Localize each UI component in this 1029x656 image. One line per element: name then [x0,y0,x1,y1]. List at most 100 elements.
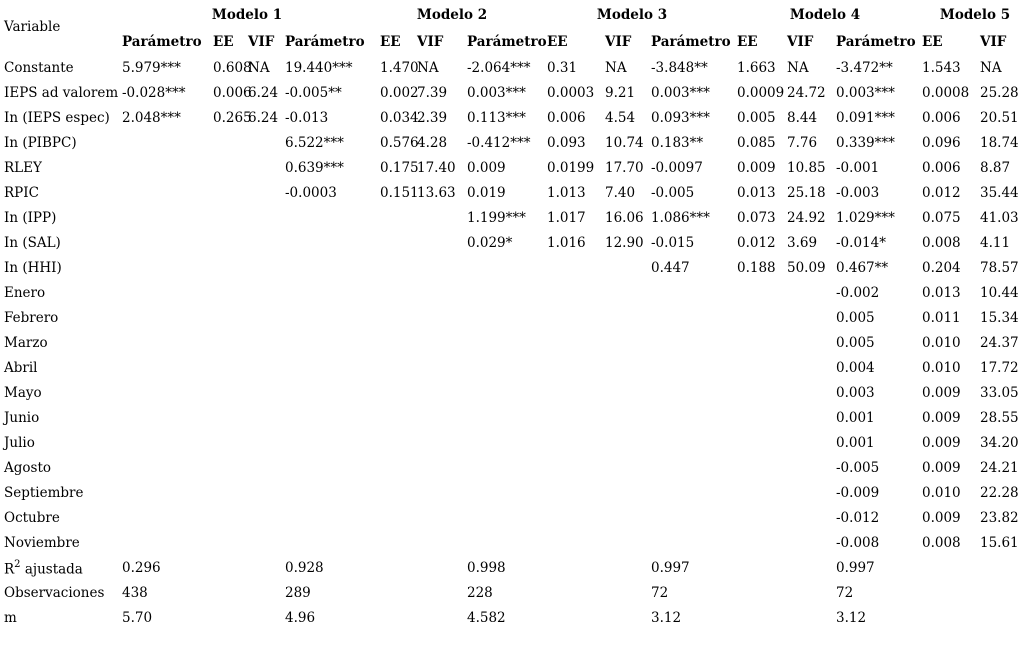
model-5-param-cell: 0.001 [836,409,875,426]
model-1-ee-cell [209,506,244,531]
model-4-ee-cell: 0.012 [737,234,776,251]
model-4-ee-cell [733,531,783,556]
model-4-vif-cell [783,306,832,331]
model-2-ee-cell [376,331,413,356]
model-1-vif-cell [244,531,281,556]
summary-row: m 5.70 4.96 4.582 3.12 3.12 [0,606,1029,631]
model-4-vif-cell [783,406,832,431]
model-4-param-cell: 1.086*** [651,209,710,226]
model-3-vif-cell [601,281,647,306]
model-2-vif-cell [413,331,463,356]
model-4-param-cell [647,381,733,406]
model-5-vif-cell: 15.61 [980,534,1019,551]
model-2-ee-header: EE [380,34,401,51]
model-4-ee-cell [733,356,783,381]
model-4-vif-header: VIF [787,34,814,51]
model-2-param-cell [281,431,376,456]
model-5-param-cell: 0.005 [836,309,875,326]
variable-cell: In (SAL) [4,234,61,251]
model-3-vif-cell [601,506,647,531]
model-3-vif-cell [601,431,647,456]
model-4-param-cell [647,431,733,456]
variable-cell: In (HHI) [4,259,62,276]
variable-cell: Noviembre [4,534,80,551]
model-1-ee-cell [209,131,244,156]
model-5-ee-cell: 0.008 [922,534,961,551]
model-2-vif-cell [413,356,463,381]
model-4-param-cell: 0.003*** [651,84,710,101]
model-2-summary-value: 0.928 [285,559,324,576]
model-1-ee-cell [209,281,244,306]
model-2-param-cell: 19.440*** [285,59,353,76]
model-5-param-cell: -0.014* [836,234,886,251]
model-4-ee-cell [733,456,783,481]
model-2-ee-cell [376,231,413,256]
variable-cell: Octubre [4,509,60,526]
table-row: Marzo 0.005 0.010 24.37 [0,331,1029,356]
model-5-param-cell: -0.012 [836,509,880,526]
model-5-param-cell: 0.003*** [836,84,895,101]
model-5-ee-cell: 0.096 [922,134,961,151]
model-1-param-cell [118,406,209,431]
model-4-param-cell [647,281,733,306]
model-1-vif-cell [244,356,281,381]
model-2-param-cell [281,456,376,481]
model-3-ee-cell: 0.0003 [547,84,595,101]
model-2-ee-cell: 0.576 [380,134,419,151]
model-5-param-cell: 0.001 [836,434,875,451]
model-2-vif-header: VIF [417,34,444,51]
table-row: RPIC -0.0003 0.151 13.63 0.019 1.013 7.40 -0.00… [0,181,1029,206]
model-titles-row: Modelo 1 Modelo 2 Modelo 3 Modelo 4 Modelo 5 [0,0,1029,30]
model-4-param-cell: 0.447 [651,259,690,276]
model-4-param-cell [647,456,733,481]
model-4-vif-cell [783,506,832,531]
model-3-ee-cell [543,256,601,281]
model-2-vif-cell [413,531,463,556]
model-4-param-cell [647,506,733,531]
model-5-param-cell: -0.003 [836,184,880,201]
model-4-ee-cell [733,331,783,356]
model-1-ee-cell: 0.608 [213,59,252,76]
model-5-ee-cell: 0.010 [922,484,961,501]
model-5-param-cell: -0.002 [836,284,880,301]
model-2-vif-cell [413,281,463,306]
model-1-ee-cell [209,531,244,556]
model-1-ee-cell [209,356,244,381]
model-4-ee-cell: 0.009 [737,159,776,176]
model-5-ee-cell: 0.011 [922,309,961,326]
model-2-param-cell: 0.639*** [285,159,344,176]
model-4-ee-cell: 0.073 [737,209,776,226]
model-1-vif-cell [244,381,281,406]
model-1-vif-cell [244,231,281,256]
model-1-param-cell [118,481,209,506]
model-3-vif-cell [601,381,647,406]
summary-label-cell: Observaciones [4,584,105,601]
model-3-param-cell [463,331,543,356]
model-1-vif-cell [244,431,281,456]
model-2-parameter-header: Parámetro [285,34,365,51]
model-3-ee-cell [543,431,601,456]
model-1-ee-cell [209,231,244,256]
model-4-vif-cell: 3.69 [787,234,818,251]
model-3-param-cell: -0.412*** [467,134,531,151]
model-1-parameter-header: Parámetro [122,34,202,51]
model-2-ee-cell [376,381,413,406]
summary-row: R2 ajustada 0.296 0.928 0.998 0.997 0.997 [0,556,1029,581]
model-3-ee-cell [543,506,601,531]
model-2-vif-cell: 7.39 [417,84,448,101]
model-2-param-cell [281,506,376,531]
model-5-param-cell: 0.467** [836,259,889,276]
model-4-vif-cell: 25.18 [787,184,826,201]
model-5-vif-cell: 8.87 [980,159,1011,176]
model-1-vif-cell [244,331,281,356]
model-2-ee-cell [376,431,413,456]
model-3-vif-cell: 7.40 [605,184,636,201]
model-5-vif-cell: 34.20 [980,434,1019,451]
model-2-vif-cell: 13.63 [417,184,456,201]
model-3-ee-cell: 1.017 [547,209,586,226]
variable-cell: Mayo [4,384,42,401]
model-3-param-cell: -2.064*** [467,59,531,76]
model-1-ee-cell [209,306,244,331]
model-4-param-cell [647,531,733,556]
model-2-vif-cell [413,231,463,256]
